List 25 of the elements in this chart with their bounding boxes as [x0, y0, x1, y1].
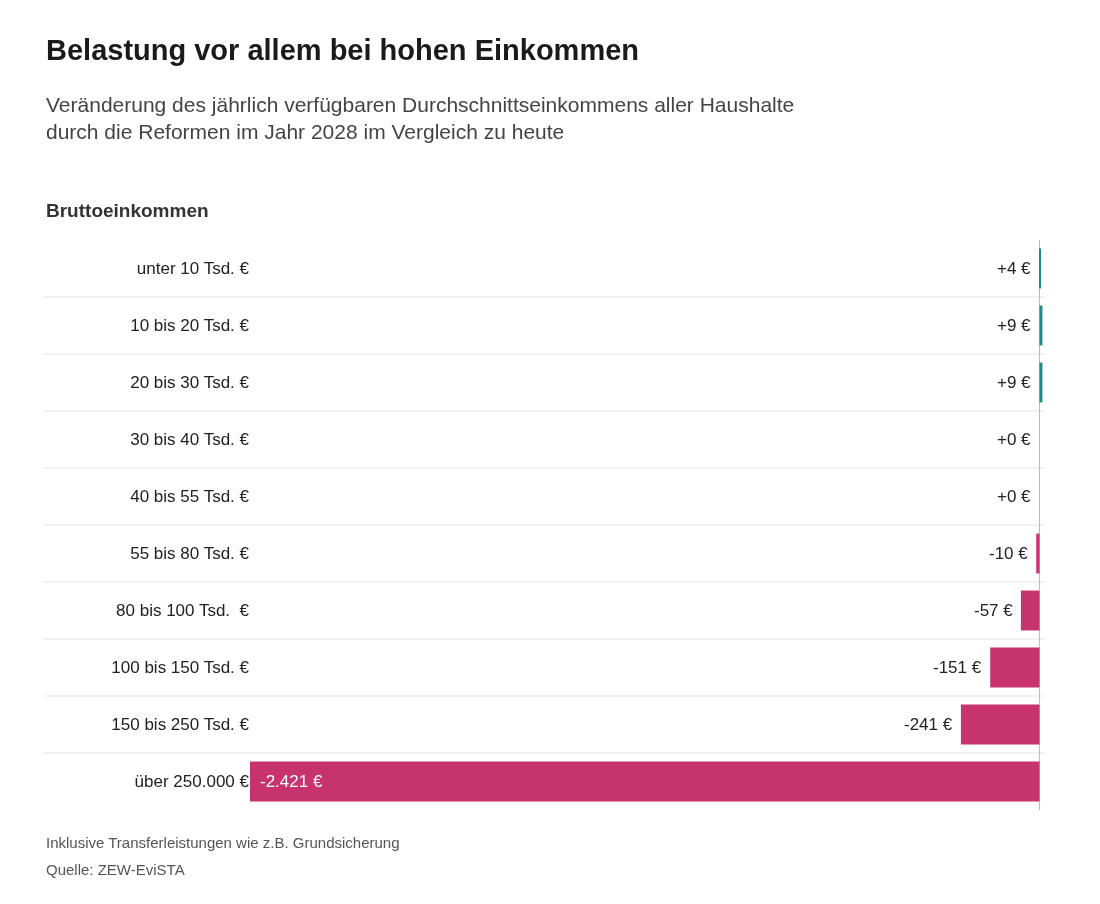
- y-tick-label: 55 bis 80 Tsd. €: [130, 544, 250, 564]
- y-axis-title: Bruttoeinkommen: [46, 200, 209, 221]
- data-label: -10 €: [989, 544, 1029, 563]
- data-label: -151 €: [933, 658, 982, 677]
- y-tick-label: 30 bis 40 Tsd. €: [130, 430, 250, 450]
- data-label: +9 €: [997, 373, 1032, 392]
- data-label: -2.421 €: [260, 772, 323, 791]
- source-note: Quelle: ZEW-EviSTA: [46, 861, 185, 878]
- chart-subtitle: Veränderung des jährlich verfügbaren Durchschnittseinkommens aller Haushalte durch die Reformen im Jahr 2028 im Vergleich zu heute: [46, 93, 795, 144]
- data-label: +9 €: [997, 316, 1032, 335]
- chart-title: Belastung vor allem bei hohen Einkommen: [46, 34, 640, 66]
- y-tick-label: 40 bis 55 Tsd. €: [130, 487, 250, 507]
- y-tick-label: 100 bis 150 Tsd. €: [111, 658, 250, 678]
- y-tick-label: unter 10 Tsd. €: [136, 259, 250, 279]
- y-tick-label: 20 bis 30 Tsd. €: [130, 373, 250, 393]
- y-tick-label: über 250.000 €: [134, 772, 250, 792]
- data-label: -57 €: [974, 601, 1014, 620]
- text: Inklusive Transferleistungen wie z.B. Grundsicherung: [46, 834, 400, 851]
- data-label: +4 €: [997, 259, 1032, 278]
- data-label: +0 €: [997, 430, 1032, 449]
- data-label: +0 €: [997, 487, 1032, 506]
- y-tick-label: 150 bis 250 Tsd. €: [111, 715, 250, 735]
- y-tick-label: 80 bis 100 Tsd. €: [116, 601, 250, 621]
- data-label: -241 €: [904, 715, 953, 734]
- y-tick-label: 10 bis 20 Tsd. €: [130, 316, 250, 336]
